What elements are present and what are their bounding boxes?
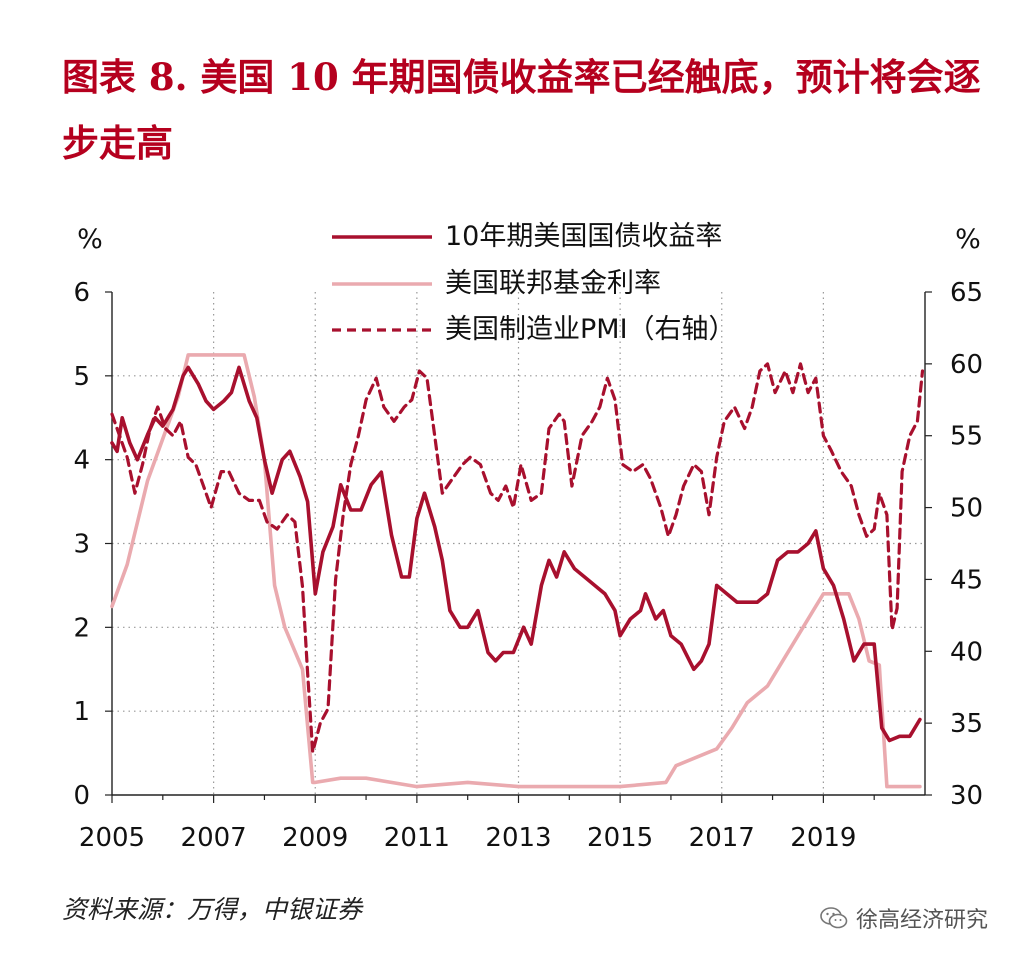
- y-left-tick-label: 5: [73, 362, 90, 392]
- series-line-3: [110, 362, 925, 754]
- y-right-tick-label: 45: [950, 565, 983, 595]
- x-tick-label: 2013: [485, 823, 551, 853]
- x-tick-label: 2005: [79, 823, 145, 853]
- watermark-text: 徐高经济研究: [856, 908, 989, 933]
- y-left-tick-label: 0: [73, 781, 90, 811]
- y-left-tick-label: 3: [73, 530, 90, 560]
- series-line-1: [110, 365, 922, 743]
- wechat-icon: [820, 907, 848, 929]
- y-right-tick-label: 40: [950, 637, 983, 667]
- legend-label-1: 10年期美国国债收益率: [445, 221, 722, 252]
- y-right-tick-label: 65: [950, 278, 983, 308]
- series-layer: [110, 353, 925, 789]
- y-left-tick-label: 2: [73, 613, 90, 643]
- y-right-tick-label: 35: [950, 709, 983, 739]
- x-tick-label: 2019: [790, 823, 856, 853]
- y-right-unit: %: [955, 224, 981, 255]
- y-left-unit: %: [77, 224, 103, 255]
- y-right-tick-label: 50: [950, 494, 983, 524]
- y-left-tick-label: 6: [73, 278, 90, 308]
- gridlines: [112, 292, 925, 795]
- y-left-tick-label: 1: [73, 697, 90, 727]
- legend-label-3: 美国制造业PMI（右轴）: [445, 314, 736, 345]
- watermark: 徐高经济研究: [820, 902, 988, 934]
- source-note: 资料来源：万得，中银证券: [62, 895, 363, 924]
- x-tick-label: 2011: [384, 823, 450, 853]
- legend-label-2: 美国联邦基金利率: [445, 268, 661, 299]
- x-tick-label: 2017: [689, 823, 755, 853]
- y-right-tick-label: 60: [950, 350, 983, 380]
- chart-title: 图表 8. 美国 10 年期国债收益率已经触底，预计将会逐步走高: [62, 55, 981, 165]
- y-right-tick-label: 30: [950, 781, 983, 811]
- x-tick-label: 2015: [587, 823, 653, 853]
- x-tick-label: 2007: [181, 823, 247, 853]
- y-right-tick-label: 55: [950, 422, 983, 452]
- x-tick-label: 2009: [282, 823, 348, 853]
- series-line-2: [110, 353, 922, 789]
- y-left-tick-label: 4: [73, 446, 90, 476]
